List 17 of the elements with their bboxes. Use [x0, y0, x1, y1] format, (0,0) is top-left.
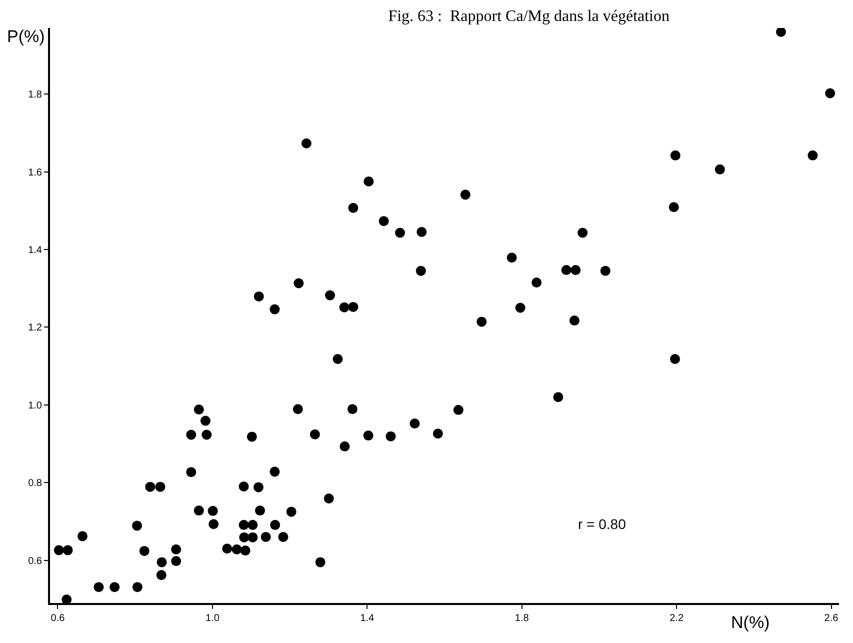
x-tick-label: 1.4	[360, 613, 375, 624]
chart-title: Fig. 63 : Rapport Ca/Mg dans la végétation	[388, 8, 670, 25]
y-tick-label: 0.8	[28, 478, 42, 490]
x-tick-label: 2.6	[824, 613, 839, 624]
x-tick-label: 1.0	[205, 613, 220, 624]
x-tick-label: 0.6	[50, 613, 66, 624]
y-tick-label: 1.4	[28, 244, 42, 256]
y-tick-label: 1.6	[28, 167, 42, 178]
y-tick-label: 1.8	[28, 90, 42, 101]
annotation: r = 0.80	[578, 516, 626, 532]
y-tick-label: 1.2	[28, 322, 42, 334]
x-axis-title: N(%)	[731, 613, 770, 632]
x-tick-label: 1.8	[514, 613, 530, 624]
y-axis-title: P(%)	[7, 27, 45, 46]
x-tick-label: 2.2	[670, 613, 684, 624]
y-tick-label: 1.0	[28, 400, 42, 412]
y-tick-label: 0.6	[28, 556, 42, 567]
